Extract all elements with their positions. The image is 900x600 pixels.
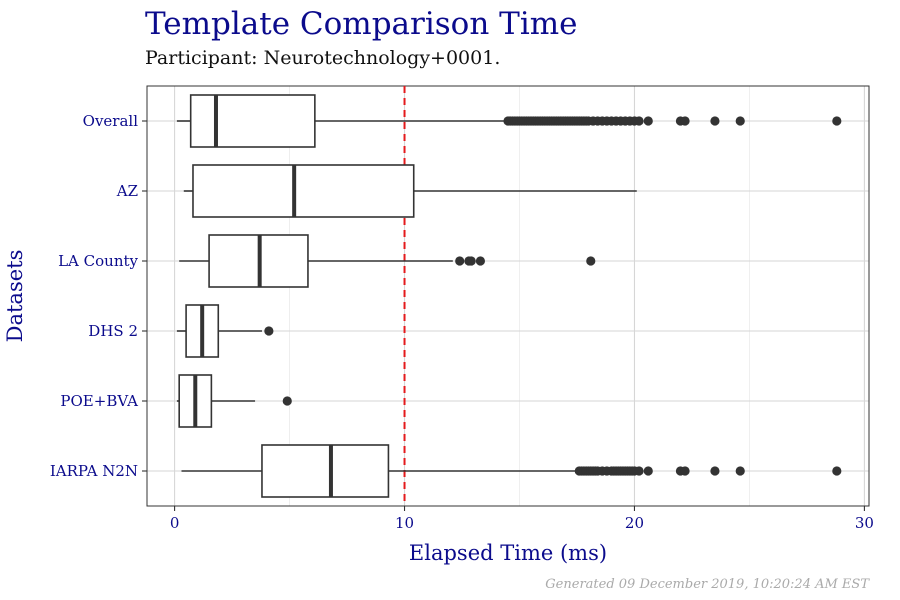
x-axis-label: Elapsed Time (ms) [409,541,607,565]
outlier-point [634,466,644,476]
outlier-point [680,466,690,476]
y-tick-label: IARPA N2N [50,462,138,480]
outlier-point [832,116,842,126]
outlier-point [832,466,842,476]
plot-panel-border [146,85,870,507]
x-axis-ticks: 0 10 20 30 [170,506,874,532]
box-la-county [179,234,596,288]
outlier-point [680,116,690,126]
outlier-point [735,466,745,476]
generated-caption: Generated 09 December 2019, 10:20:24 AM … [545,577,870,592]
outlier-point [710,466,720,476]
outlier-point [586,256,596,266]
outlier-point [475,256,486,266]
x-tick-label: 30 [855,514,874,532]
x-tick-label: 10 [395,514,414,532]
chart-subtitle: Participant: Neurotechnology+0001. [145,47,501,69]
outlier-point [710,116,720,126]
chart-title: Template Comparison Time [145,6,578,42]
major-gridlines [147,86,869,506]
y-tick-label: Overall [83,112,139,130]
y-tick-label: LA County [58,252,138,270]
minor-gridlines [289,86,750,506]
outlier-point [643,116,653,126]
y-axis-ticks: Overall AZ LA County DHS 2 POE+BVA IARPA N2N [50,112,147,480]
iqr-box [192,164,415,218]
y-tick-label: DHS 2 [88,322,138,340]
outlier-point [455,256,465,266]
box-poe-bva [176,374,292,428]
iqr-box [261,444,390,498]
box-dhs-2 [176,304,274,358]
outlier-point [264,326,274,336]
outlier-point [466,256,476,266]
boxes-layer [176,94,842,498]
iqr-box [189,94,316,148]
box-az [183,164,637,218]
outlier-point [282,396,292,406]
outlier-point [735,116,745,126]
y-tick-label: POE+BVA [60,392,138,410]
box-iarpa-n2n [181,444,842,498]
outlier-point [643,466,653,476]
y-tick-label: AZ [116,182,138,200]
y-axis-label: Datasets [3,250,27,343]
x-tick-label: 20 [625,514,644,532]
box-overall [176,94,842,148]
outlier-point [634,116,644,126]
x-tick-label: 0 [170,514,180,532]
